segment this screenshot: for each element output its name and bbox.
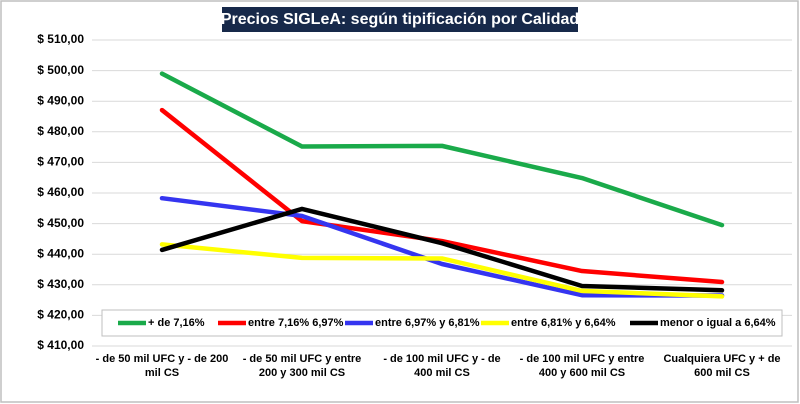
legend-label: + de 7,16% [148,317,205,329]
legend-label: entre 6,81% y 6,64% [511,317,616,329]
series-line [159,195,725,298]
grid: $ 410,00 $ 420,00 $ 430,00 $ 440,00 $ 450,00… [37,32,792,352]
legend-label: menor o igual a 6,64% [660,317,776,329]
legend: + de 7,16% entre 7,16% 6,97% entre 6,97% y… [118,317,776,329]
y-tick-label: $ 460,00 [37,185,84,199]
legend-label: entre 7,16% 6,97% [248,317,344,329]
y-tick-label: $ 450,00 [37,216,84,230]
x-tick-label: - de 100 mil UFC y entre 400 y 600 mil C… [519,353,645,379]
series-line [159,206,725,293]
x-tick-label: - de 50 mil UFC y entre 200 y 300 mil CS [242,353,362,379]
legend-box [101,309,783,337]
chart-title: Precios SIGLeA: según tipificación por C… [221,11,579,28]
lines [159,71,725,299]
y-tick-label: $ 510,00 [37,32,84,46]
title-box [222,7,578,32]
series-line [159,71,725,228]
y-tick-label: $ 410,00 [37,338,84,352]
x-tick-label: - de 100 mil UFC y - de 400 mil CS [383,353,501,379]
y-tick-label: $ 440,00 [37,246,84,260]
y-tick-label: $ 470,00 [37,155,84,169]
y-tick-label: $ 420,00 [37,308,84,322]
series-line [159,242,725,299]
y-tick-label: $ 430,00 [37,277,84,291]
y-tick-label: $ 490,00 [37,93,84,107]
x-tick-label: - de 50 mil UFC y - de 200 mil CS [95,353,229,379]
x-tick-label: Cualquiera UFC y + de 600 mil CS [663,353,781,379]
y-tick-label: $ 500,00 [37,63,84,77]
y-tick-label: $ 480,00 [37,124,84,138]
legend-label: entre 6,97% y 6,81% [375,317,480,329]
